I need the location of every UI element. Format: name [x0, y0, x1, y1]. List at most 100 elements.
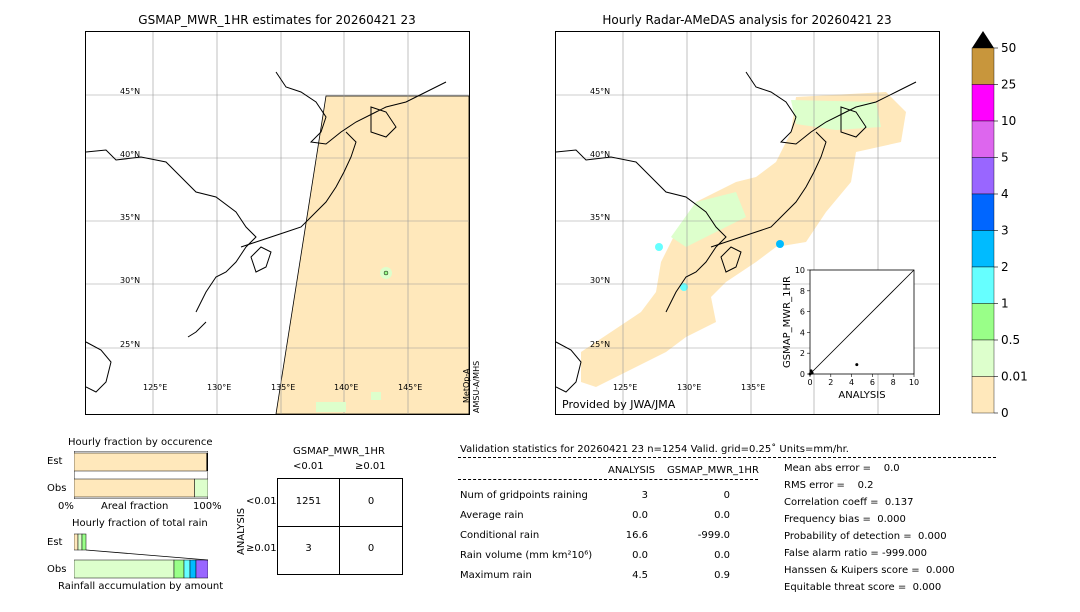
colorbar-label: 50: [1001, 41, 1016, 55]
validation-row-gsmap: 0.0: [714, 550, 730, 561]
lat-label: 45°N: [590, 87, 610, 96]
contingency-cell: 0: [367, 496, 375, 507]
scatter-xtick-label: 6: [870, 378, 875, 387]
colorbar-block: [971, 266, 995, 304]
scatter-point: [809, 369, 813, 373]
contingency-col2: ≥0.01: [355, 461, 386, 472]
occ-svg: [73, 450, 209, 500]
fraction-occurrence-chart: [73, 450, 209, 500]
colorbar-label: 5: [1001, 151, 1009, 165]
validation-score: False alarm ratio = -999.000: [784, 548, 927, 559]
diagonal-line: [809, 269, 915, 375]
validation-row-gsmap: 0.9: [714, 570, 730, 581]
validation-row-label: Average rain: [460, 510, 524, 521]
fraction-xaxis-mid: Areal fraction: [101, 501, 169, 512]
lon-label: 130°E: [677, 383, 701, 392]
right-map-svg: 45°N 40°N 35°N 30°N 25°N 125°E 130°E 135…: [556, 32, 939, 414]
colorbar-label: 1: [1001, 297, 1009, 311]
satellite-swath: [275, 95, 469, 414]
validation-row-analysis: 0.0: [632, 510, 648, 521]
colorbar-block: [971, 120, 995, 158]
contingency-cell: 1251: [295, 496, 322, 507]
validation-score: Equitable threat score = 0.000: [784, 582, 942, 593]
lat-label: 25°N: [120, 340, 140, 349]
left-map-panel: 45°N 40°N 35°N 30°N 25°N 125°E 130°E 135…: [85, 31, 470, 415]
colorbar-block: [971, 230, 995, 268]
colorbar-extend-arrow: [972, 31, 994, 48]
colorbar-label: 0.01: [1001, 370, 1028, 384]
colorbar-label: 10: [1001, 114, 1016, 128]
validation-row-gsmap: -999.0: [697, 530, 730, 541]
scatter-svg: 0 2 4 6 8 10 0 2 4 6 8 10 ANALYSIS GSMAP_MWR_1HR: [782, 266, 919, 401]
scatter-ytick-label: 2: [800, 349, 805, 358]
contingency-col1: <0.01: [293, 461, 324, 472]
colorbar-block: [971, 84, 995, 122]
contingency-title: GSMAP_MWR_1HR: [293, 446, 385, 457]
fraction-obs-label-1: Obs: [47, 483, 67, 494]
colorbar-label: 3: [1001, 224, 1009, 238]
lon-label: 135°E: [741, 383, 765, 392]
lon-label: 125°E: [143, 383, 167, 392]
validation-row-label: Conditional rain: [460, 530, 540, 541]
left-map-svg: 45°N 40°N 35°N 30°N 25°N 125°E 130°E 135…: [86, 32, 469, 414]
right-map-title: Hourly Radar-AMeDAS analysis for 2026042…: [602, 13, 892, 27]
colorbar-block: [971, 193, 995, 231]
fraction-est-label-2: Est: [47, 537, 63, 548]
scatter-xtick-label: 4: [849, 378, 854, 387]
colorbar-svg: 50 25 10 5 4 3 2 1 0.5 0.01 0: [971, 31, 1028, 420]
validation-row-analysis: 16.6: [625, 530, 648, 541]
lat-label: 30°N: [120, 276, 140, 285]
radar-light-rain-north: [791, 100, 881, 130]
colorbar: 50 25 10 5 4 3 2 1 0.5 0.01 0: [965, 28, 1045, 420]
fraction-total-chart: [73, 532, 209, 580]
lon-label: 130°E: [207, 383, 231, 392]
validation-score: Hanssen & Kuipers score = 0.000: [784, 565, 955, 576]
colorbar-label: 4: [1001, 187, 1009, 201]
lat-label: 40°N: [590, 150, 610, 159]
lat-label: 35°N: [590, 213, 610, 222]
colorbar-label: 2: [1001, 260, 1009, 274]
validation-score: Frequency bias = 0.000: [784, 514, 906, 525]
colorbar-block: [971, 376, 995, 414]
validation-row-analysis: 3: [641, 490, 648, 501]
scatter-ytick-label: 0: [800, 370, 805, 379]
scatter-ylabel: GSMAP_MWR_1HR: [782, 276, 793, 368]
scatter-point: [855, 363, 859, 367]
lon-label: 135°E: [271, 383, 295, 392]
contingency-grid: 1251 0 3 0: [277, 478, 403, 575]
lat-label: 35°N: [120, 213, 140, 222]
occurrence-bar: [73, 478, 195, 498]
contingency-cell: 0: [367, 543, 375, 554]
validation-header-line: [458, 457, 996, 458]
sensor-label-2: AMSU-A/MHS: [472, 360, 481, 413]
scatter-inset: 0 2 4 6 8 10 0 2 4 6 8 10 ANALYSIS GSMAP_MWR_1HR: [780, 262, 930, 402]
colorbar-label: 0: [1001, 406, 1009, 418]
validation-row-analysis: 4.5: [632, 570, 648, 581]
validation-score: Probability of detection = 0.000: [784, 531, 947, 542]
validation-score: Mean abs error = 0.0: [784, 463, 900, 474]
validation-score: RMS error = 0.2: [784, 480, 874, 491]
contingency-row1: <0.01: [246, 496, 277, 507]
validation-header: Validation statistics for 20260421 23 n=…: [460, 444, 849, 455]
validation-row-gsmap: 0.0: [714, 510, 730, 521]
left-map-title: GSMAP_MWR_1HR estimates for 20260421 23: [138, 13, 416, 27]
validation-score: Correlation coeff = 0.137: [784, 497, 914, 508]
colorbar-block: [971, 339, 995, 377]
fraction-est-label-1: Est: [47, 456, 63, 467]
scatter-xlabel: ANALYSIS: [838, 390, 885, 401]
scatter-ytick-label: 10: [795, 266, 805, 275]
occurrence-bar: [194, 478, 209, 498]
fraction-xaxis-right: 100%: [193, 501, 222, 512]
colorbar-label: 25: [1001, 78, 1016, 92]
contingency-cell: 3: [305, 543, 312, 554]
fraction-title-1: Hourly fraction by occurence: [68, 437, 213, 448]
occurrence-bar-remainder: [206, 453, 208, 471]
lat-label: 30°N: [590, 276, 610, 285]
lon-label: 125°E: [613, 383, 637, 392]
scatter-ytick-label: 8: [800, 287, 805, 296]
lon-label: 145°E: [398, 383, 422, 392]
colorbar-block: [971, 303, 995, 341]
fraction-bottom-label: Rainfall accumulation by amount: [58, 581, 224, 592]
sensor-label-1: MetOp-A: [462, 368, 471, 403]
validation-col-analysis: ANALYSIS: [608, 465, 656, 476]
